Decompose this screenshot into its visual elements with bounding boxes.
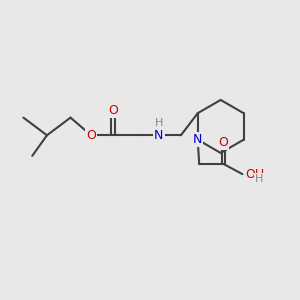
- Text: OH: OH: [245, 168, 264, 181]
- Text: O: O: [108, 104, 118, 117]
- Text: O: O: [218, 136, 228, 149]
- Text: H: H: [254, 174, 263, 184]
- Text: N: N: [193, 133, 202, 146]
- Text: N: N: [154, 129, 164, 142]
- Text: O: O: [86, 129, 96, 142]
- Text: H: H: [154, 118, 163, 128]
